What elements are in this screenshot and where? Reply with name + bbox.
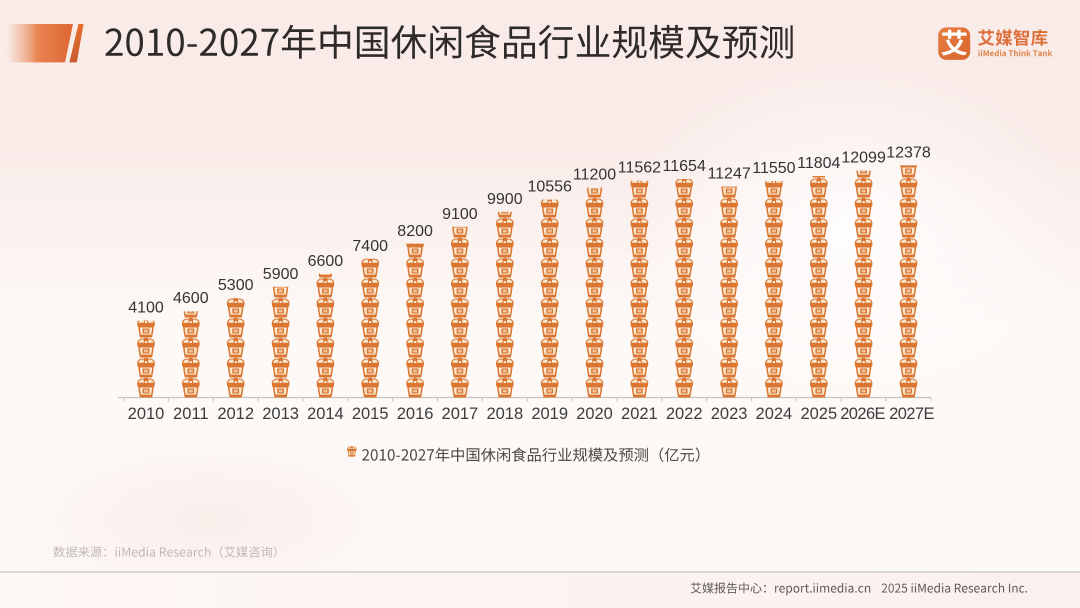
- svg-text:11247: 11247: [707, 166, 750, 183]
- svg-text:11654: 11654: [663, 158, 706, 175]
- svg-text:4600: 4600: [173, 290, 209, 307]
- svg-text:5300: 5300: [218, 277, 254, 294]
- svg-text:9900: 9900: [487, 191, 523, 208]
- svg-text:2010: 2010: [128, 405, 165, 423]
- svg-text:12099: 12099: [841, 150, 886, 167]
- svg-text:11804: 11804: [797, 155, 840, 172]
- svg-text:2020: 2020: [576, 405, 613, 423]
- svg-text:11200: 11200: [573, 167, 616, 184]
- svg-text:2012: 2012: [217, 405, 254, 423]
- svg-text:2014: 2014: [307, 405, 344, 423]
- svg-text:2023: 2023: [711, 405, 748, 423]
- svg-text:7400: 7400: [352, 238, 388, 255]
- svg-text:8200: 8200: [397, 223, 433, 240]
- svg-text:2026E: 2026E: [840, 405, 885, 423]
- svg-text:2025: 2025: [800, 405, 837, 423]
- svg-text:2022: 2022: [666, 405, 703, 423]
- svg-text:5900: 5900: [263, 266, 299, 283]
- svg-text:2015: 2015: [352, 405, 389, 423]
- svg-text:2027E: 2027E: [889, 405, 934, 423]
- svg-text:11562: 11562: [618, 160, 661, 177]
- svg-text:2019: 2019: [531, 405, 568, 423]
- svg-text:11550: 11550: [752, 160, 795, 177]
- svg-text:2024: 2024: [756, 405, 793, 423]
- svg-text:2017: 2017: [442, 405, 479, 423]
- svg-text:10556: 10556: [527, 179, 572, 196]
- svg-text:6600: 6600: [308, 253, 344, 270]
- svg-text:2018: 2018: [486, 405, 523, 423]
- svg-text:2011: 2011: [173, 405, 208, 423]
- svg-text:9100: 9100: [442, 206, 478, 223]
- svg-text:2021: 2021: [621, 405, 658, 423]
- svg-text:12378: 12378: [886, 144, 931, 161]
- svg-text:2013: 2013: [262, 405, 299, 423]
- svg-text:2016: 2016: [397, 405, 434, 423]
- svg-text:4100: 4100: [128, 300, 164, 317]
